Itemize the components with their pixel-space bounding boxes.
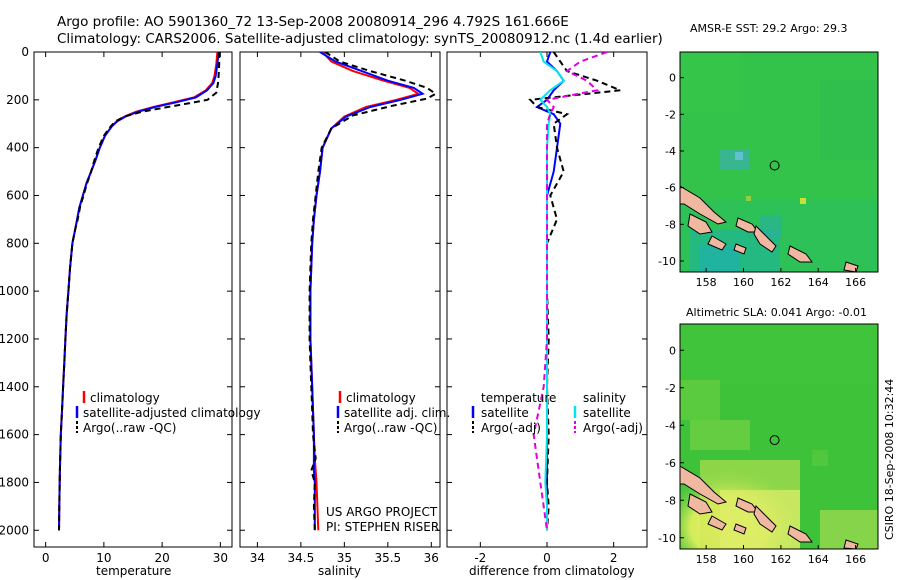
x-tick-label: 34.5 bbox=[288, 551, 315, 565]
temperature-x-axis: 0 10 20 30 bbox=[42, 52, 228, 565]
x-tick-label: 36 bbox=[424, 551, 439, 565]
legend-label-satellite: satellite adj. clim. bbox=[344, 406, 450, 420]
map-y-tick-label: 0 bbox=[669, 72, 676, 85]
map-y-tick-label: -10 bbox=[658, 532, 676, 545]
map-x-tick-label: 166 bbox=[845, 553, 866, 566]
legend-label-temp-satellite: satellite bbox=[481, 406, 529, 420]
sla-map-frame bbox=[679, 323, 879, 550]
map-x-tick-label: 158 bbox=[696, 553, 717, 566]
difference-legend: temperature salinity satellite Argo(-adj… bbox=[471, 391, 643, 435]
difference-xlabel: difference from climatology bbox=[469, 564, 635, 578]
map-y-tick-label: -2 bbox=[665, 382, 676, 395]
x-tick-label: 35 bbox=[337, 551, 352, 565]
series-line-salinity-satellite bbox=[538, 52, 566, 531]
x-tick-label: 0 bbox=[42, 551, 50, 565]
x-tick-label: 35.5 bbox=[374, 551, 401, 565]
map-y-tick-label: -8 bbox=[665, 494, 676, 507]
difference-x-axis: -2 0 2 bbox=[474, 52, 617, 565]
temperature-series bbox=[58, 52, 221, 531]
map-x-tick-label: 158 bbox=[696, 276, 717, 289]
x-tick-label: 2 bbox=[610, 551, 618, 565]
legend-label-argo: Argo(..raw -QC) bbox=[83, 421, 176, 435]
legend-label-sal-satellite: satellite bbox=[583, 406, 631, 420]
sst-map bbox=[680, 52, 878, 272]
map-y-tick-label: -4 bbox=[665, 419, 676, 432]
y-tick-label: 0 bbox=[21, 45, 29, 59]
figure-title-line1: Argo profile: AO 5901360_72 13-Sep-2008 … bbox=[57, 14, 569, 30]
map-y-tick-label: -8 bbox=[665, 218, 676, 231]
legend-label-temp-argo: Argo(-adj) bbox=[481, 421, 541, 435]
map-x-tick-label: 164 bbox=[808, 276, 829, 289]
map-x-tick-label: 164 bbox=[808, 553, 829, 566]
map-y-tick-label: 0 bbox=[669, 344, 676, 357]
depth-axis: 0 200 400 600 800 1000 1200 1400 1600 1800 2000 bbox=[0, 45, 647, 537]
timestamp-label: CSIRO 18-Sep-2008 10:32:44 bbox=[883, 379, 896, 540]
y-tick-label: 2000 bbox=[0, 523, 29, 537]
salinity-xlabel: salinity bbox=[318, 564, 361, 578]
difference-series bbox=[528, 52, 621, 531]
temperature-xlabel: temperature bbox=[96, 564, 171, 578]
sla-map-title: Altimetric SLA: 0.041 Argo: -0.01 bbox=[686, 306, 867, 319]
map-y-tick-label: -4 bbox=[665, 145, 676, 158]
y-tick-label: 1000 bbox=[0, 284, 29, 298]
map-y-tick-label: -6 bbox=[665, 457, 676, 470]
map-x-tick-label: 160 bbox=[733, 553, 754, 566]
y-tick-label: 1200 bbox=[0, 332, 29, 346]
legend-label-climatology: climatology bbox=[346, 391, 416, 405]
map-x-tick-label: 160 bbox=[733, 276, 754, 289]
map-x-tick-label: 162 bbox=[770, 553, 791, 566]
figure-title-line2: Climatology: CARS2006. Satellite-adjuste… bbox=[57, 31, 663, 47]
legend-label-satellite: satellite-adjusted climatology bbox=[83, 406, 261, 420]
salinity-legend: climatology satellite adj. clim. Argo(..… bbox=[326, 391, 450, 534]
sst-map-frame bbox=[679, 51, 879, 273]
x-tick-label: -2 bbox=[474, 551, 486, 565]
sla-map bbox=[680, 324, 878, 549]
series-line-argo-raw-qc bbox=[308, 52, 438, 531]
series-line-argo-raw-qc bbox=[58, 52, 221, 531]
y-tick-label: 1600 bbox=[0, 428, 29, 442]
y-tick-label: 200 bbox=[6, 93, 29, 107]
land-mass bbox=[680, 465, 728, 505]
pi-label: PI: STEPHEN RISER bbox=[326, 520, 439, 534]
argo-float-marker bbox=[769, 435, 780, 446]
y-tick-label: 600 bbox=[6, 188, 29, 202]
project-label: US ARGO PROJECT bbox=[326, 505, 438, 519]
x-tick-label: 10 bbox=[96, 551, 111, 565]
map-y-tick-label: -10 bbox=[658, 255, 676, 268]
map-y-tick-label: -2 bbox=[665, 108, 676, 121]
sla-map-axes: 158 160 162 164 166 0 -2 -4 -6 -8 -10 bbox=[658, 344, 866, 566]
y-tick-label: 1800 bbox=[0, 475, 29, 489]
map-x-tick-label: 166 bbox=[845, 276, 866, 289]
series-line-temperature-argo-adj bbox=[528, 52, 621, 531]
salinity-panel bbox=[239, 51, 441, 548]
legend-label-sal-argo: Argo(-adj) bbox=[583, 421, 643, 435]
y-tick-label: 1400 bbox=[0, 380, 29, 394]
sst-map-title: AMSR-E SST: 29.2 Argo: 29.3 bbox=[690, 22, 848, 35]
temperature-panel bbox=[33, 51, 233, 548]
map-x-tick-label: 162 bbox=[770, 276, 791, 289]
x-tick-label: 20 bbox=[154, 551, 169, 565]
series-line-salinity-argo-adj bbox=[532, 52, 608, 531]
salinity-x-axis: 34 34.5 35 35.5 36 bbox=[250, 52, 439, 565]
sst-map-axes: 158 160 162 164 166 0 -2 -4 -6 -8 -10 bbox=[658, 72, 866, 289]
map-y-tick-label: -6 bbox=[665, 182, 676, 195]
x-tick-label: 30 bbox=[213, 551, 228, 565]
argo-float-marker bbox=[769, 160, 780, 171]
x-tick-label: 34 bbox=[250, 551, 265, 565]
legend-label-climatology: climatology bbox=[90, 391, 160, 405]
y-tick-label: 400 bbox=[6, 141, 29, 155]
legend-label-argo: Argo(..raw -QC) bbox=[344, 421, 437, 435]
x-tick-label: 0 bbox=[543, 551, 551, 565]
legend-title-temperature: temperature bbox=[481, 391, 556, 405]
legend-title-salinity: salinity bbox=[583, 391, 626, 405]
temperature-legend: climatology satellite-adjusted climatolo… bbox=[75, 391, 261, 435]
y-tick-label: 800 bbox=[6, 236, 29, 250]
land-mass bbox=[680, 185, 728, 225]
salinity-series bbox=[308, 52, 438, 531]
